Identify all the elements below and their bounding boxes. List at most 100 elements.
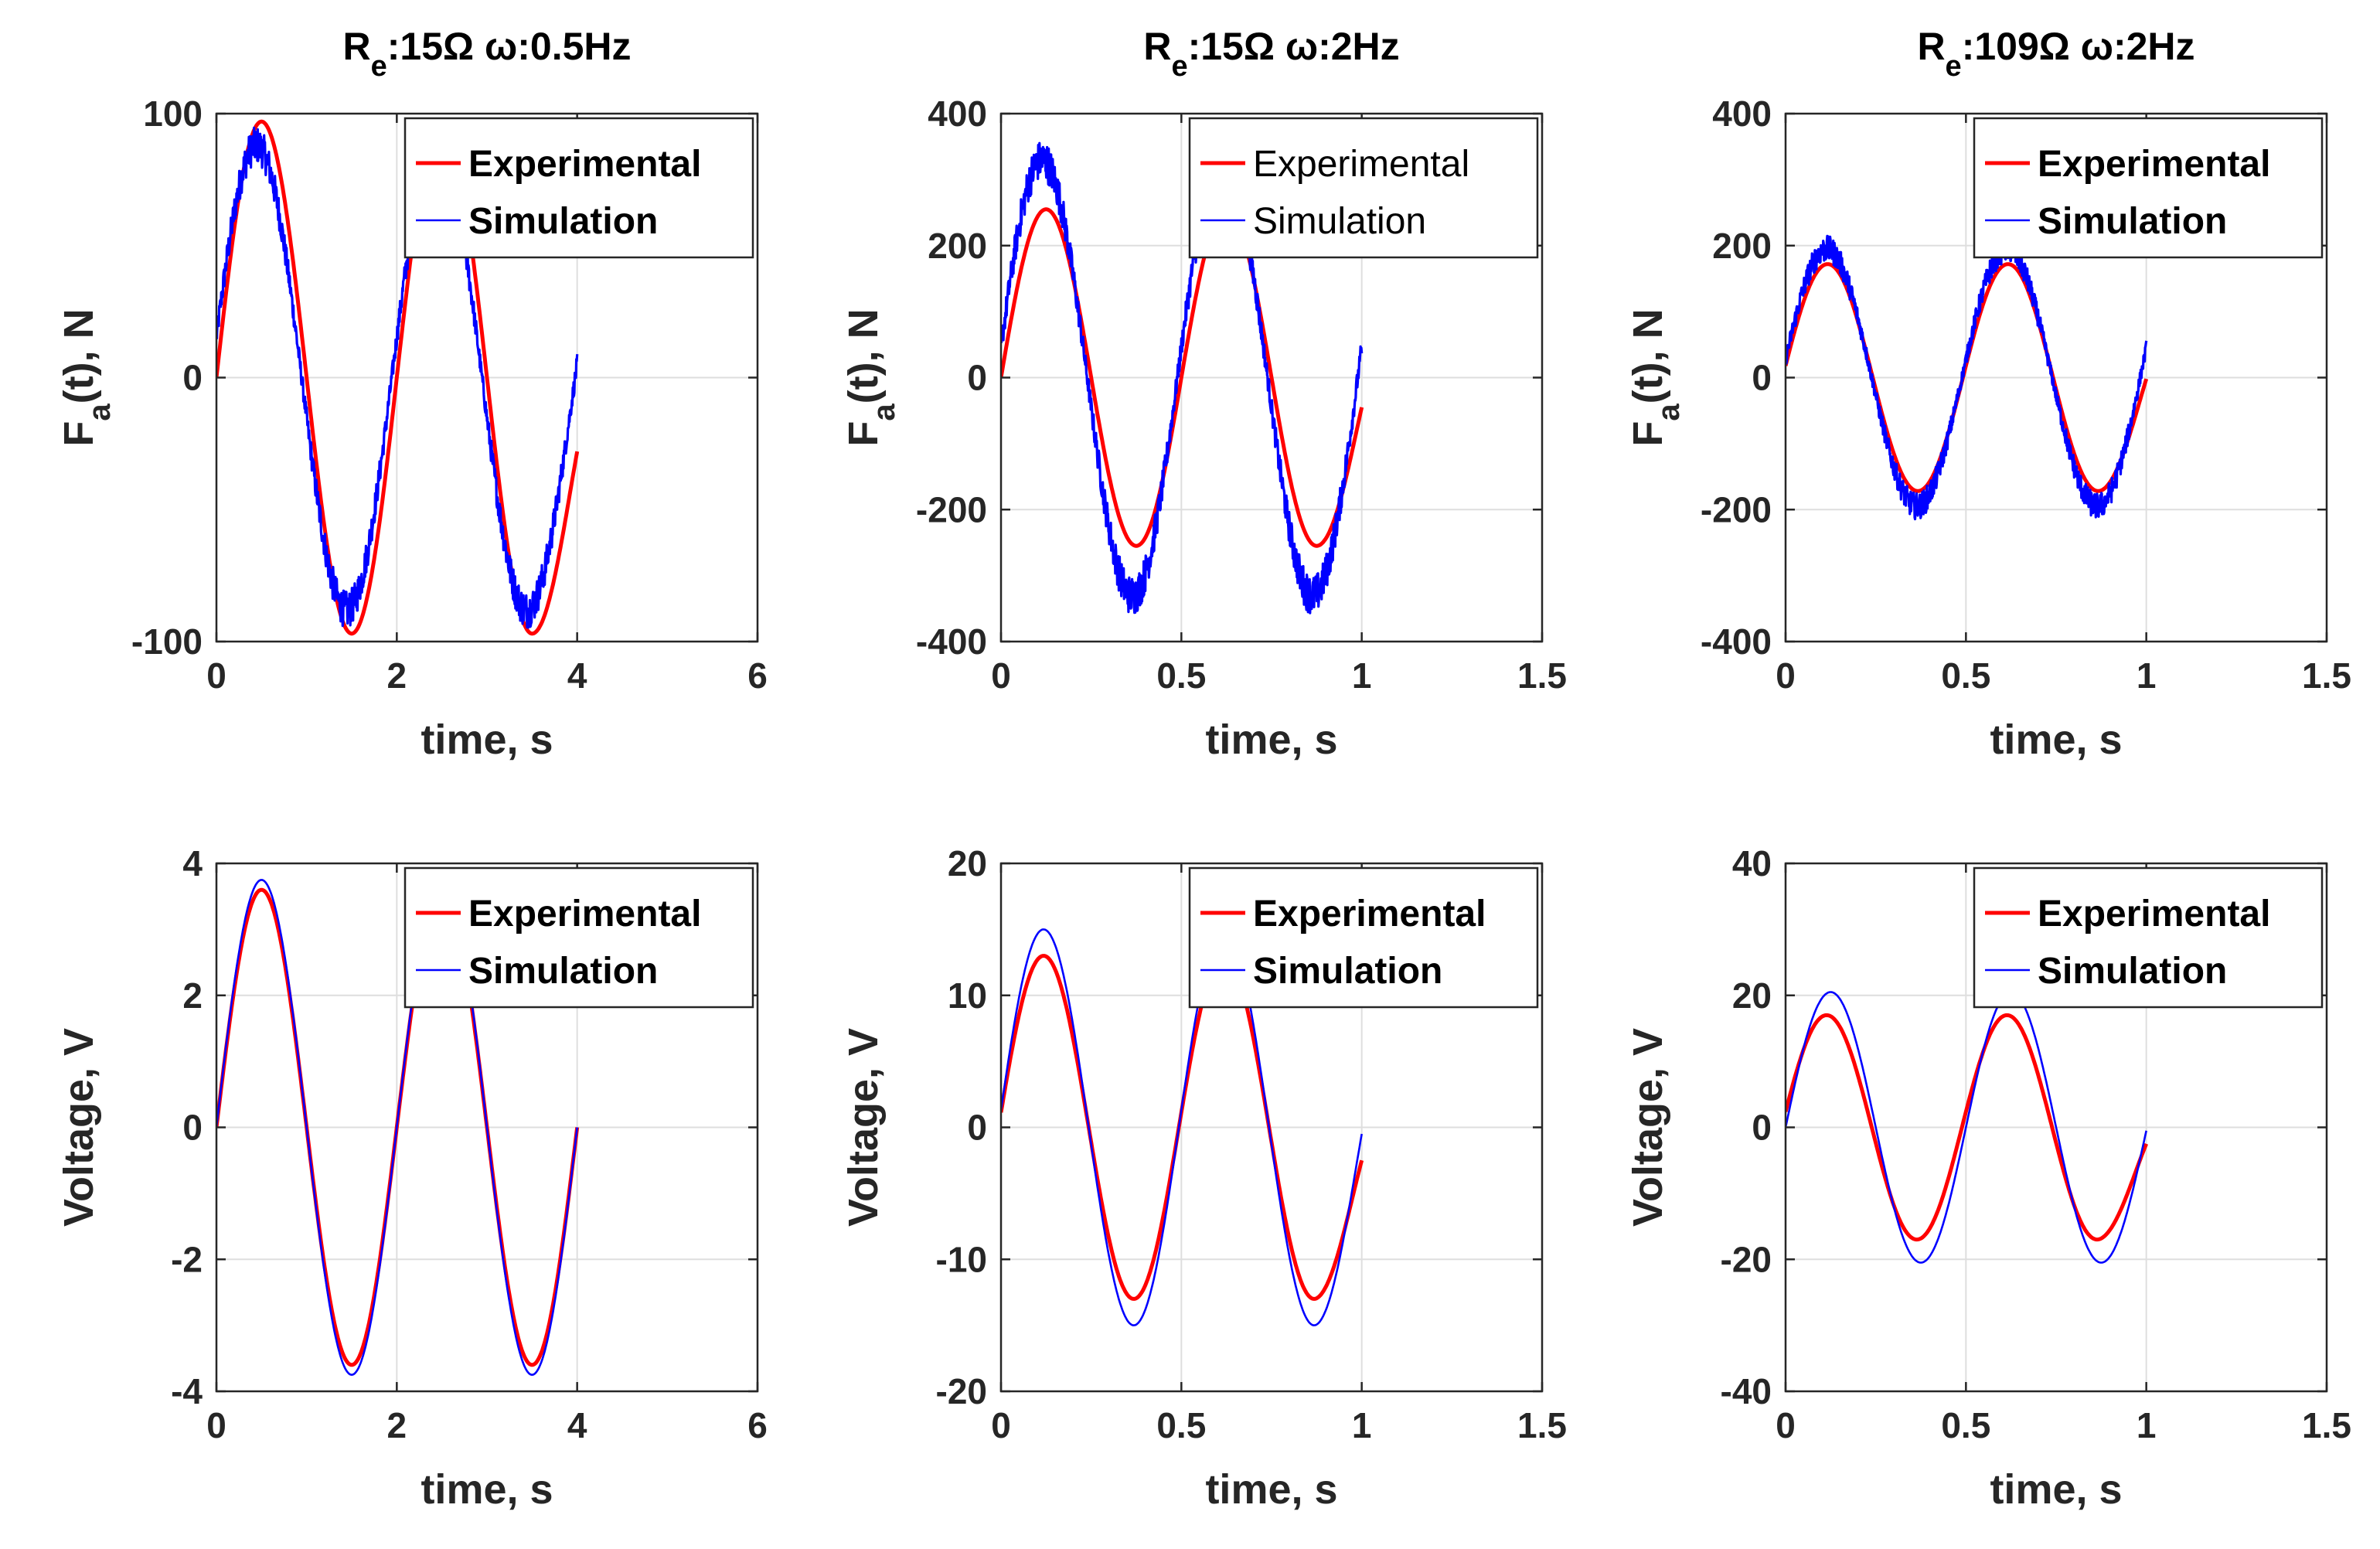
y-tick-label: 40 <box>1732 843 1772 883</box>
legend: Experimental Simulation <box>1973 117 2324 259</box>
y-axis-label: Fa(t), N <box>1625 308 1686 446</box>
x-tick-label: 1 <box>1352 655 1372 696</box>
y-tick-label: -40 <box>1721 1371 1772 1411</box>
legend-box <box>1973 866 2324 1009</box>
subplot-title: Re:15Ω ω:0.5Hz <box>343 25 632 83</box>
legend: Experimental Simulation <box>403 117 754 259</box>
y-tick-label: 2 <box>182 975 203 1016</box>
y-tick-label: -100 <box>131 621 203 662</box>
x-tick-label: 0.5 <box>1156 1405 1206 1445</box>
y-tick-label: 0 <box>182 358 203 398</box>
simulation-series-line <box>1001 928 1363 1326</box>
x-tick-label: 1 <box>2137 655 2157 696</box>
x-tick-label: 2 <box>387 655 407 696</box>
legend-label-simulation: Simulation <box>468 951 658 992</box>
y-tick-label: -400 <box>916 621 987 662</box>
x-axis-label: time, s <box>421 717 553 763</box>
y-tick-label: 20 <box>1732 975 1772 1016</box>
legend-box <box>1188 117 1539 259</box>
y-tick-label: 0 <box>967 1108 987 1148</box>
legend-label-simulation: Simulation <box>468 201 658 242</box>
legend: Experimental Simulation <box>1188 866 1539 1009</box>
x-axis-label: time, s <box>1990 1466 2122 1513</box>
x-tick-label: 1.5 <box>1517 655 1567 696</box>
x-axis-label: time, s <box>421 1466 553 1513</box>
subplot-5: 0 0.5 1 1.5 -20 -10 0 10 20 time, s Voltage, V Expe… <box>840 843 1567 1513</box>
y-tick-label: 200 <box>1712 226 1772 266</box>
legend-label-simulation: Simulation <box>1253 951 1442 992</box>
y-tick-label: 10 <box>948 975 987 1016</box>
x-tick-label: 0 <box>206 1405 226 1445</box>
y-tick-label: 100 <box>143 94 203 134</box>
x-tick-label: 0.5 <box>1941 655 1990 696</box>
subplot-title: Re:109Ω ω:2Hz <box>1917 25 2194 83</box>
subplot-4: 0 2 4 6 -4 -2 0 2 4 time, s Voltage, V Experimental… <box>56 843 768 1513</box>
y-tick-label: 20 <box>948 843 987 883</box>
x-tick-label: 0 <box>991 655 1011 696</box>
experimental-series-line <box>1001 207 1364 548</box>
x-tick-label: 1.5 <box>2302 655 2351 696</box>
legend-label-experimental: Experimental <box>1253 894 1486 935</box>
x-tick-label: 4 <box>567 655 587 696</box>
x-tick-label: 0 <box>991 1405 1011 1445</box>
x-tick-label: 1.5 <box>1517 1405 1567 1445</box>
y-tick-label: -200 <box>916 489 987 529</box>
legend-label-simulation: Simulation <box>1253 201 1426 242</box>
y-tick-label: -20 <box>936 1371 987 1411</box>
legend-box <box>403 117 754 259</box>
legend-box <box>1973 117 2324 259</box>
simulation-series-line <box>1001 139 1364 614</box>
x-tick-label: 6 <box>747 655 768 696</box>
legend-label-experimental: Experimental <box>1253 144 1469 185</box>
y-tick-label: -4 <box>171 1371 203 1411</box>
legend-box <box>1188 866 1539 1009</box>
y-tick-label: 200 <box>928 226 987 266</box>
y-tick-label: -20 <box>1721 1239 1772 1279</box>
subplot-title: Re:15Ω ω:2Hz <box>1143 25 1399 83</box>
legend-label-experimental: Experimental <box>2038 144 2270 185</box>
x-tick-label: 6 <box>747 1405 768 1445</box>
legend-label-experimental: Experimental <box>468 894 701 935</box>
x-tick-label: 1 <box>1352 1405 1372 1445</box>
experimental-series-line <box>1786 1013 2149 1242</box>
y-tick-label: 0 <box>1752 1108 1772 1148</box>
x-tick-label: 1 <box>2137 1405 2157 1445</box>
x-tick-label: 0 <box>1776 655 1796 696</box>
x-tick-label: 2 <box>387 1405 407 1445</box>
y-axis-label: Fa(t), N <box>56 308 117 446</box>
y-tick-label: -2 <box>171 1239 203 1279</box>
x-tick-label: 0 <box>1776 1405 1796 1445</box>
subplot-3: 0 0.5 1 1.5 -400 -200 0 200 400 time, s Fa(t), N Re… <box>1625 25 2351 763</box>
y-axis-label: Voltage, V <box>1625 1028 1671 1227</box>
y-tick-label: 4 <box>182 843 203 883</box>
y-tick-label: -10 <box>936 1239 987 1279</box>
y-tick-label: -200 <box>1701 489 1772 529</box>
y-axis-label: Voltage, V <box>840 1028 887 1227</box>
x-tick-label: 0.5 <box>1941 1405 1990 1445</box>
y-tick-label: 0 <box>1752 358 1772 398</box>
x-axis-label: time, s <box>1205 717 1337 763</box>
y-tick-label: 400 <box>928 94 987 134</box>
legend: Experimental Simulation <box>1973 866 2324 1009</box>
x-tick-label: 0 <box>206 655 226 696</box>
simulation-series-line <box>1786 234 2148 521</box>
x-axis-label: time, s <box>1990 717 2122 763</box>
subplot-2: 0 0.5 1 1.5 -400 -200 0 200 400 time, s Fa(t), N Re… <box>840 25 1567 763</box>
legend-label-experimental: Experimental <box>468 144 701 185</box>
legend-label-simulation: Simulation <box>2038 951 2227 992</box>
simulation-series-line <box>1786 991 2147 1264</box>
x-axis-label: time, s <box>1205 1466 1337 1513</box>
legend: Experimental Simulation <box>1188 117 1539 259</box>
y-axis-label: Voltage, V <box>56 1028 102 1227</box>
simulation-series-line <box>216 879 578 1376</box>
legend-box <box>403 866 754 1009</box>
y-axis-label: Fa(t), N <box>840 308 901 446</box>
y-tick-label: 0 <box>182 1108 203 1148</box>
subplot-6: 0 0.5 1 1.5 -40 -20 0 20 40 time, s Voltage, V Expe… <box>1625 843 2351 1513</box>
legend-label-simulation: Simulation <box>2038 201 2227 242</box>
x-tick-label: 0.5 <box>1156 655 1206 696</box>
simulation-series-line <box>216 126 579 629</box>
x-tick-label: 1.5 <box>2302 1405 2351 1445</box>
